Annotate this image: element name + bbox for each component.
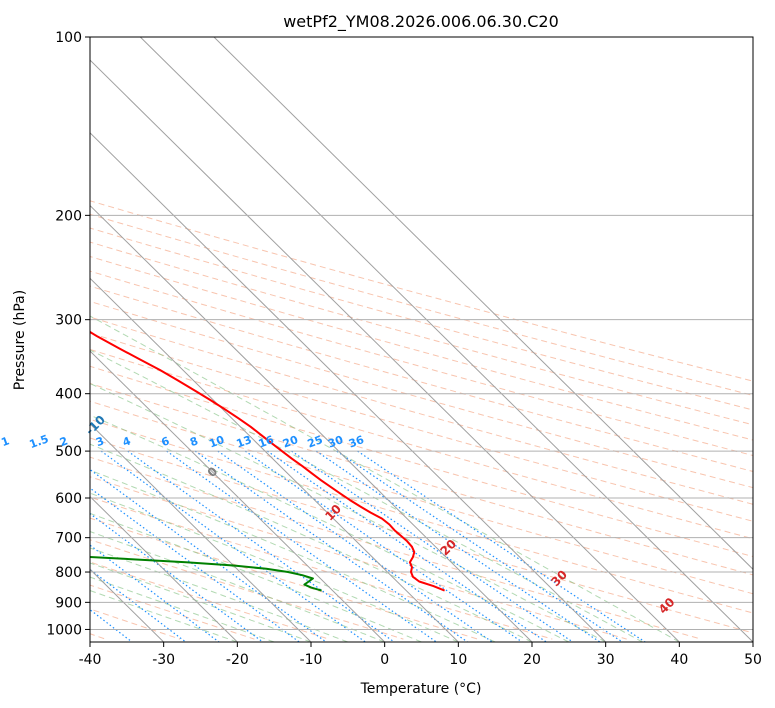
mixing-ratio-label: 30 — [326, 433, 345, 451]
chart-title: wetPf2_YM08.2026.006.06.30.C20 — [283, 12, 559, 32]
x-tick-label: -10 — [300, 652, 323, 668]
y-axis-label: Pressure (hPa) — [12, 290, 28, 390]
y-tick-label: 400 — [55, 387, 82, 403]
mixing-ratio-label: 4 — [121, 434, 133, 449]
dry-adiabat — [90, 213, 753, 396]
mixing-ratio-line — [127, 450, 395, 642]
x-ticks: -40 -30 -20 -10 0 10 20 30 40 50 — [79, 642, 762, 668]
isotherm — [90, 204, 533, 642]
moist-adiabat — [90, 469, 496, 642]
mixing-ratio-label: 8 — [188, 434, 200, 449]
y-tick-label: 100 — [55, 30, 82, 46]
isotherm — [90, 132, 607, 642]
mixing-ratio-line — [100, 450, 366, 642]
y-tick-label: 600 — [55, 491, 82, 507]
mixing-ratio-label: 1 — [0, 434, 11, 449]
x-tick-label: 30 — [597, 652, 615, 668]
mixing-ratio-line — [90, 568, 187, 642]
y-tick-label: 500 — [55, 444, 82, 460]
mixing-ratio-label: 16 — [257, 433, 276, 451]
x-tick-label: 50 — [744, 652, 762, 668]
dry-adiabat — [90, 496, 553, 640]
mixing-ratio-label: 6 — [160, 434, 172, 449]
x-tick-label: -40 — [79, 652, 102, 668]
x-tick-label: 20 — [523, 652, 541, 668]
x-tick-label: -20 — [226, 652, 249, 668]
x-tick-label: 0 — [380, 652, 389, 668]
moist-adiabat — [90, 547, 348, 642]
dry-adiabat — [90, 476, 627, 640]
isotherm — [90, 495, 238, 642]
mixing-ratio-label: 2 — [58, 434, 70, 449]
series-line — [90, 330, 445, 592]
y-tick-label: 200 — [55, 208, 82, 224]
mixing-ratio-line — [166, 450, 437, 642]
moist-adiabat — [90, 414, 570, 642]
dry-adiabat — [90, 200, 753, 382]
y-tick-label: 800 — [55, 565, 82, 581]
mixing-ratio-label: 10 — [207, 433, 226, 451]
mixing-ratio-line — [315, 450, 601, 642]
mixing-ratio-label: 13 — [235, 433, 254, 450]
mixing-ratio-label: 25 — [306, 433, 325, 450]
isotherm — [90, 423, 312, 642]
y-ticks: 100 200 300 400 500 600 700 800 900 1000 — [46, 30, 90, 638]
moist-adiabat — [90, 512, 422, 642]
isotherm — [139, 37, 753, 642]
isotherm — [90, 277, 459, 642]
moist-adiabat — [90, 382, 606, 642]
x-tick-label: 10 — [449, 652, 467, 668]
mixing-ratio-line — [90, 512, 264, 642]
mixing-ratio-line — [267, 450, 547, 642]
dry-adiabat — [90, 332, 753, 522]
moist-adiabat — [90, 443, 533, 642]
mixing-ratio-line — [90, 468, 327, 642]
mixing-ratio-line — [90, 487, 300, 642]
background-lines — [90, 37, 753, 642]
plot-background — [90, 37, 753, 642]
isotherm — [90, 350, 386, 642]
isotherm — [213, 37, 753, 570]
dry-adiabat — [90, 383, 753, 576]
dry-adiabat — [90, 300, 753, 489]
isotherm — [90, 59, 680, 642]
y-tick-label: 700 — [55, 531, 82, 547]
series-group — [90, 330, 445, 592]
mixing-ratio-label: 36 — [347, 433, 366, 451]
dry-adiabat — [90, 418, 753, 614]
mixing-ratio-label: 3 — [94, 434, 106, 449]
mixing-ratio-line — [336, 450, 623, 642]
dry-adiabat — [90, 365, 753, 558]
dry-adiabat — [90, 270, 753, 457]
x-tick-label: -30 — [152, 652, 175, 668]
mixing-ratio-line — [291, 450, 574, 642]
y-tick-label: 900 — [55, 595, 82, 611]
x-tick-label: 40 — [670, 652, 688, 668]
dry-adiabat — [90, 437, 753, 634]
y-tick-label: 1000 — [46, 622, 82, 638]
mixing-ratio-label: 20 — [281, 433, 300, 451]
mixing-ratio-label: 1.5 — [28, 432, 51, 451]
dry-adiabat — [90, 241, 753, 426]
x-axis-label: Temperature (°C) — [360, 681, 482, 697]
plot-frame — [89, 36, 754, 643]
y-tick-label: 300 — [55, 313, 82, 329]
